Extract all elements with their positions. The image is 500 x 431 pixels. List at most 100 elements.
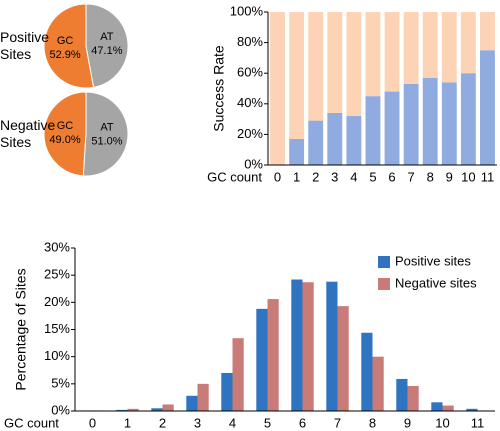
y-tick-label: 40% bbox=[237, 95, 263, 110]
bar bbox=[337, 306, 349, 411]
x-tick-label: 7 bbox=[334, 415, 341, 430]
y-tick-label: 60% bbox=[237, 65, 263, 80]
x-tick-label: 11 bbox=[481, 169, 495, 184]
bar-segment bbox=[384, 12, 400, 92]
pie-title: Negative Sites bbox=[0, 117, 56, 150]
x-tick-label: 11 bbox=[471, 415, 485, 430]
x-tick-label: 4 bbox=[350, 169, 357, 184]
x-axis-label: GC count bbox=[4, 415, 59, 430]
x-tick-label: 3 bbox=[194, 415, 201, 430]
bar bbox=[361, 332, 373, 411]
y-tick-label: 15% bbox=[44, 321, 70, 336]
bar-segment bbox=[403, 12, 419, 84]
bar-segment bbox=[403, 83, 419, 165]
x-tick-label: 7 bbox=[408, 169, 415, 184]
bar-segment bbox=[327, 112, 343, 165]
bar bbox=[407, 386, 419, 411]
x-tick-label: 0 bbox=[89, 415, 96, 430]
bar-segment bbox=[365, 96, 381, 165]
x-tick-label: 2 bbox=[312, 169, 319, 184]
bar bbox=[326, 281, 338, 411]
bar bbox=[396, 378, 408, 411]
bar bbox=[466, 408, 478, 411]
bar-segment bbox=[289, 12, 305, 139]
bar bbox=[431, 402, 443, 411]
bar-segment bbox=[346, 116, 362, 165]
y-tick-label: 20% bbox=[237, 126, 263, 141]
pie-slice bbox=[43, 3, 95, 89]
bar-segment bbox=[327, 12, 343, 113]
bar-segment bbox=[480, 12, 495, 51]
bar-segment bbox=[460, 12, 476, 74]
y-tick-label: 10% bbox=[44, 348, 70, 363]
slice-value-label: 49.0% bbox=[49, 134, 80, 146]
slice-category: GC bbox=[57, 35, 74, 47]
x-tick-label: 0 bbox=[274, 169, 281, 184]
x-tick-label: 6 bbox=[299, 415, 306, 430]
bar-segment bbox=[441, 82, 457, 165]
bar bbox=[162, 404, 174, 411]
bar bbox=[267, 299, 279, 411]
bar-segment bbox=[422, 12, 438, 78]
x-tick-label: 10 bbox=[435, 415, 449, 430]
y-axis-label: Percentage of Sites bbox=[13, 268, 29, 390]
y-tick-label: 80% bbox=[237, 34, 263, 49]
bar bbox=[127, 408, 139, 411]
bar bbox=[372, 356, 384, 411]
legend-swatch bbox=[378, 256, 390, 268]
legend-swatch bbox=[378, 278, 390, 290]
x-tick-label: 3 bbox=[331, 169, 338, 184]
bar bbox=[442, 405, 454, 411]
bar-segment bbox=[308, 120, 324, 165]
x-tick-label: 4 bbox=[229, 415, 236, 430]
x-tick-label: 5 bbox=[264, 415, 271, 430]
x-tick-label: 8 bbox=[427, 169, 434, 184]
bar-segment bbox=[422, 77, 438, 165]
x-tick-label: 8 bbox=[369, 415, 376, 430]
y-tick-label: 0% bbox=[244, 156, 263, 171]
legend-label: Negative sites bbox=[395, 275, 477, 290]
bar bbox=[116, 409, 128, 411]
y-tick-label: 20% bbox=[44, 294, 70, 309]
pie-slice bbox=[85, 3, 129, 88]
pie-title: Positive Sites bbox=[0, 29, 50, 62]
slice-category: AT bbox=[100, 31, 114, 43]
y-tick-label: 25% bbox=[44, 267, 70, 282]
bar-segment bbox=[289, 138, 305, 165]
bar-segment bbox=[346, 12, 362, 117]
x-tick-label: 5 bbox=[369, 169, 376, 184]
bar bbox=[291, 279, 303, 411]
bar bbox=[197, 383, 209, 411]
y-tick-label: 100% bbox=[230, 3, 264, 18]
bar-segment bbox=[441, 12, 457, 83]
pie-slice bbox=[82, 91, 129, 177]
x-tick-label: 2 bbox=[159, 415, 166, 430]
bar bbox=[302, 282, 314, 411]
slice-category: AT bbox=[100, 122, 114, 134]
x-tick-label: 9 bbox=[404, 415, 411, 430]
bar-segment bbox=[365, 12, 381, 97]
bar-segment bbox=[384, 91, 400, 165]
bar bbox=[221, 372, 233, 411]
bar bbox=[232, 338, 244, 411]
x-tick-label: 10 bbox=[461, 169, 475, 184]
x-tick-label: 1 bbox=[293, 169, 300, 184]
x-tick-label: 1 bbox=[124, 415, 131, 430]
y-tick-label: 5% bbox=[51, 375, 70, 390]
x-tick-label: 9 bbox=[446, 169, 453, 184]
pie-slice bbox=[43, 91, 87, 177]
bar-segment bbox=[460, 73, 476, 165]
x-tick-label: 6 bbox=[388, 169, 395, 184]
slice-category: GC bbox=[57, 120, 74, 132]
y-axis-label: Success Rate bbox=[211, 45, 227, 132]
y-tick-label: 0% bbox=[51, 402, 70, 417]
x-axis-label: GC count bbox=[207, 169, 262, 184]
bar-segment bbox=[480, 50, 495, 165]
slice-value-label: 51.0% bbox=[91, 136, 122, 148]
bar-segment bbox=[270, 12, 285, 165]
bar bbox=[151, 408, 163, 411]
bar-segment bbox=[308, 12, 324, 121]
y-tick-label: 30% bbox=[44, 239, 70, 254]
